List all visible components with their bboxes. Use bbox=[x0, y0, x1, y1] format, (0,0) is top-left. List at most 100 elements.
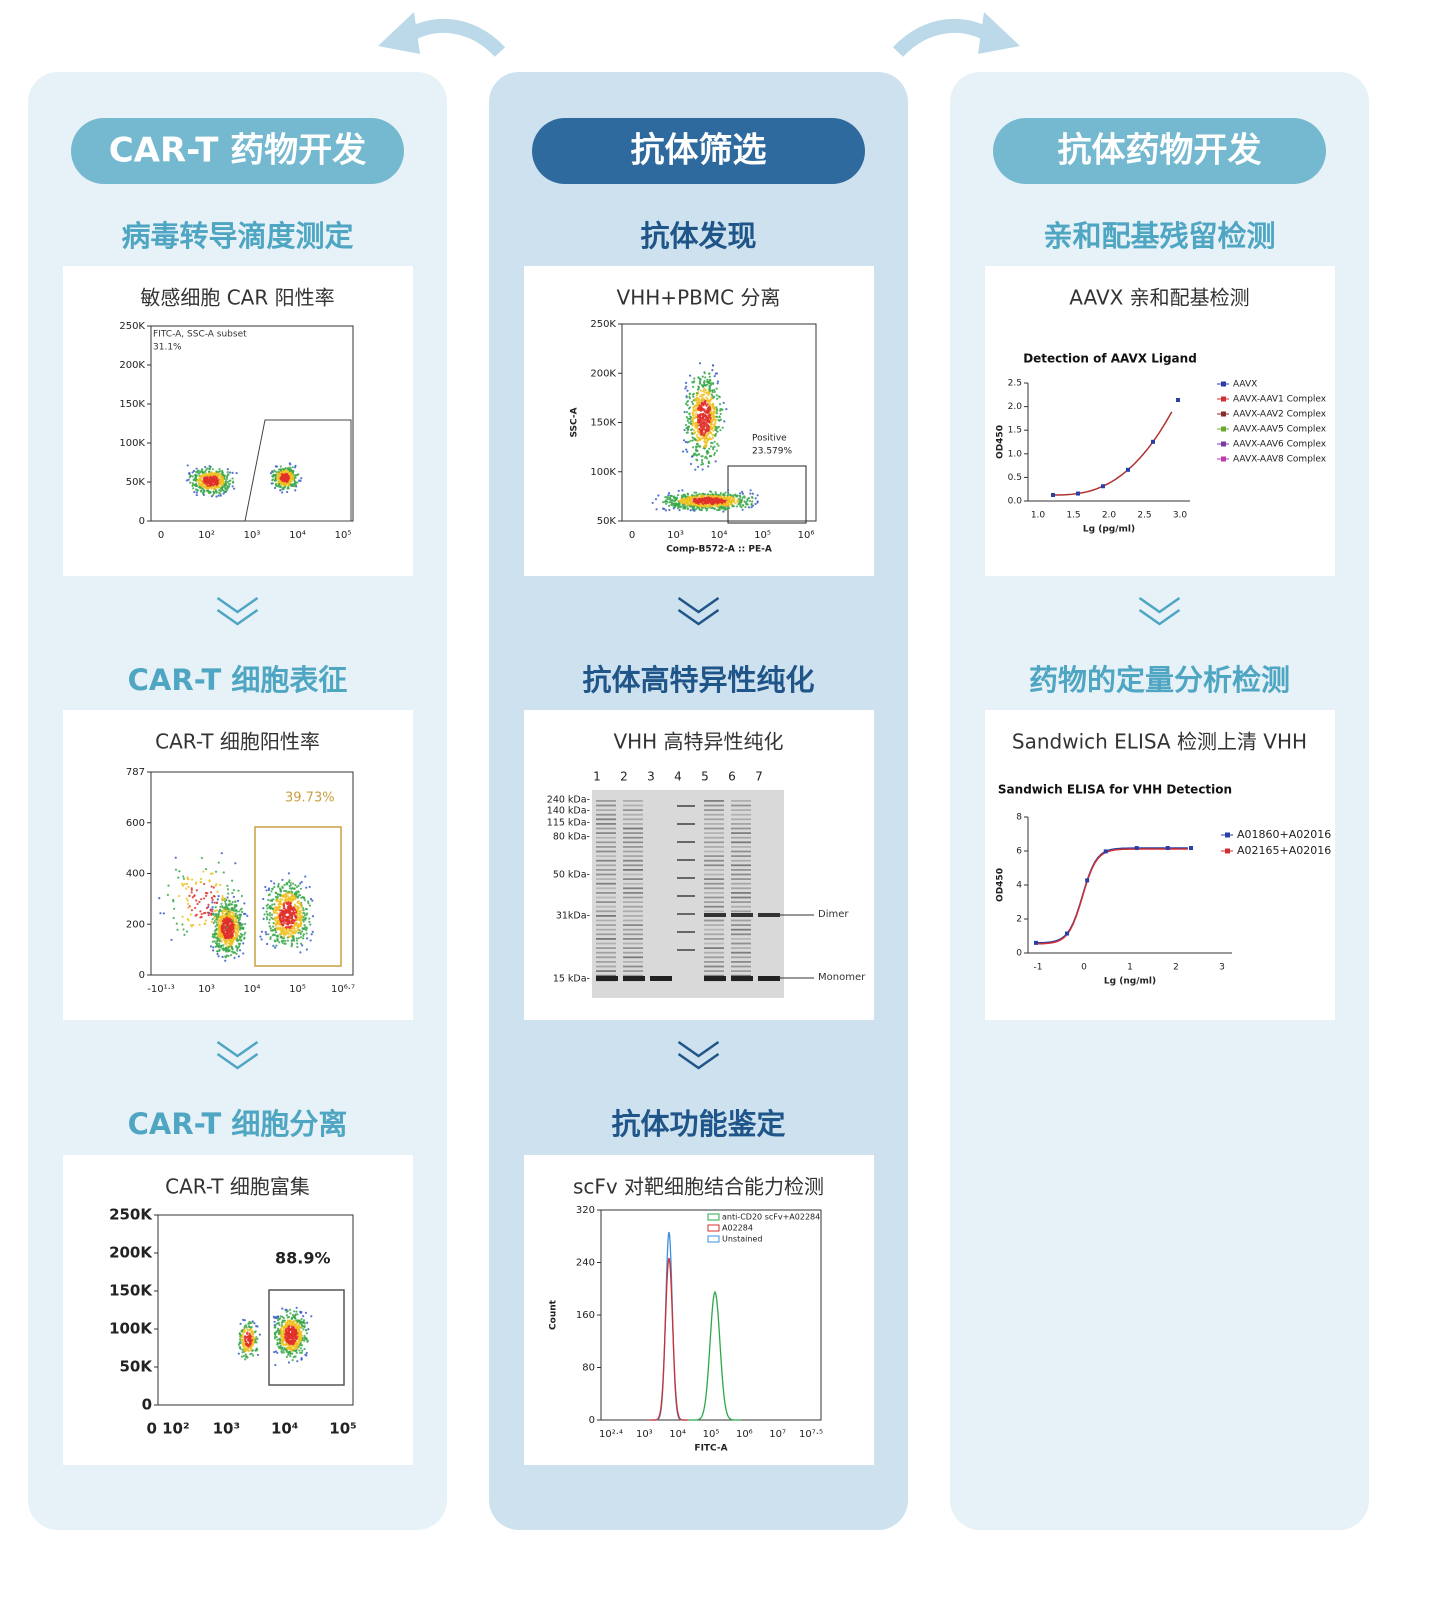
scatter-dot bbox=[227, 942, 229, 944]
x-axis-label: Comp-B572-A :: PE-A bbox=[666, 545, 772, 555]
scatter-dot bbox=[237, 940, 239, 942]
scatter-dot bbox=[286, 1343, 288, 1345]
scatter-dot bbox=[235, 472, 237, 474]
scatter-dot bbox=[178, 870, 180, 872]
scatter-dot bbox=[305, 1337, 307, 1339]
scatter-dot bbox=[710, 506, 712, 508]
scatter-dot bbox=[237, 928, 239, 930]
scatter-dot bbox=[700, 390, 702, 392]
scatter-dot bbox=[227, 913, 229, 915]
scatter-dot bbox=[711, 503, 713, 505]
scatter-dot bbox=[702, 413, 704, 415]
scatter-dot bbox=[302, 928, 304, 930]
scatter-dot bbox=[209, 485, 211, 487]
scatter-dot bbox=[194, 907, 196, 909]
scatter-dot bbox=[212, 941, 214, 943]
gel-band bbox=[623, 823, 643, 825]
scatter-dot bbox=[231, 929, 233, 931]
scatter-dot bbox=[719, 416, 721, 418]
scatter-dot bbox=[220, 475, 222, 477]
scatter-dot bbox=[293, 1348, 295, 1350]
gel-band bbox=[677, 895, 695, 897]
scatter-dot bbox=[697, 391, 699, 393]
scatter-dot bbox=[670, 499, 672, 501]
scatter-dot bbox=[247, 1340, 249, 1342]
scatter-dot bbox=[287, 899, 289, 901]
scatter-dot bbox=[717, 494, 719, 496]
scatter-dot bbox=[302, 896, 304, 898]
plot-annotation: 23.579% bbox=[752, 447, 792, 457]
scatter-dot bbox=[266, 911, 268, 913]
gel-band bbox=[731, 837, 751, 839]
scatter-dot bbox=[690, 416, 692, 418]
scatter-dot bbox=[707, 394, 709, 396]
scatter-dot bbox=[686, 411, 688, 413]
scatter-dot bbox=[235, 912, 237, 914]
scatter-dot bbox=[728, 499, 730, 501]
arrow-left bbox=[405, 26, 500, 52]
gel-band bbox=[704, 814, 724, 816]
scatter-dot bbox=[291, 909, 293, 911]
y-tick-label: 100K bbox=[590, 467, 616, 478]
scatter-dot bbox=[267, 933, 269, 935]
scatter-dot bbox=[282, 920, 284, 922]
scatter-dot bbox=[289, 933, 291, 935]
scatter-dot bbox=[270, 917, 272, 919]
scatter-dot bbox=[238, 955, 240, 957]
scatter-dot bbox=[216, 482, 218, 484]
scatter-dot bbox=[226, 920, 228, 922]
scatter-dot bbox=[684, 496, 686, 498]
scatter-dot bbox=[710, 455, 712, 457]
scatter-dot bbox=[227, 922, 229, 924]
scatter-dot bbox=[699, 499, 701, 501]
scatter-dot bbox=[251, 1337, 253, 1339]
scatter-dot bbox=[216, 928, 218, 930]
scatter-dot bbox=[239, 1323, 241, 1325]
plot-annotation: Monomer bbox=[818, 972, 866, 983]
scatter-dot bbox=[235, 924, 237, 926]
scatter-dot bbox=[291, 1326, 293, 1328]
scatter-dot bbox=[704, 372, 706, 374]
scatter-dot bbox=[296, 946, 298, 948]
scatter-dot bbox=[231, 940, 233, 942]
scatter-dot bbox=[303, 1340, 305, 1342]
scatter-dot bbox=[274, 1321, 276, 1323]
scatter-dot bbox=[210, 487, 212, 489]
gel-band bbox=[731, 869, 751, 871]
scatter-dot bbox=[229, 918, 231, 920]
scatter-dot bbox=[696, 434, 698, 436]
scatter-dot bbox=[232, 925, 234, 927]
step-title: 病毒转导滴度测定 bbox=[121, 219, 353, 253]
gel-band bbox=[623, 901, 643, 903]
scatter-dot bbox=[284, 940, 286, 942]
scatter-dot bbox=[280, 936, 282, 938]
scatter-dot bbox=[703, 394, 705, 396]
gel-band bbox=[623, 878, 643, 880]
scatter-dot bbox=[199, 924, 201, 926]
scatter-dot bbox=[299, 903, 301, 905]
scatter-dot bbox=[701, 459, 703, 461]
scatter-dot bbox=[692, 403, 694, 405]
scatter-dot bbox=[296, 1332, 298, 1334]
scatter-dot bbox=[707, 417, 709, 419]
scatter-dot bbox=[278, 923, 280, 925]
gel-band bbox=[596, 961, 616, 963]
scatter-dot bbox=[283, 475, 285, 477]
scatter-dot bbox=[695, 459, 697, 461]
scatter-dot bbox=[733, 505, 735, 507]
scatter-dot bbox=[292, 898, 294, 900]
scatter-dot bbox=[687, 508, 689, 510]
scatter-dot bbox=[287, 1337, 289, 1339]
scatter-dot bbox=[218, 946, 220, 948]
scatter-dot bbox=[270, 927, 272, 929]
scatter-dot bbox=[177, 929, 179, 931]
scatter-dot bbox=[283, 1339, 285, 1341]
scatter-dot bbox=[209, 491, 211, 493]
gel-band bbox=[731, 933, 751, 935]
scatter-dot bbox=[657, 494, 659, 496]
gel-band bbox=[623, 883, 643, 885]
scatter-dot bbox=[685, 448, 687, 450]
gel-band bbox=[623, 846, 643, 848]
gel-band bbox=[704, 913, 726, 917]
scatter-dot bbox=[202, 492, 204, 494]
